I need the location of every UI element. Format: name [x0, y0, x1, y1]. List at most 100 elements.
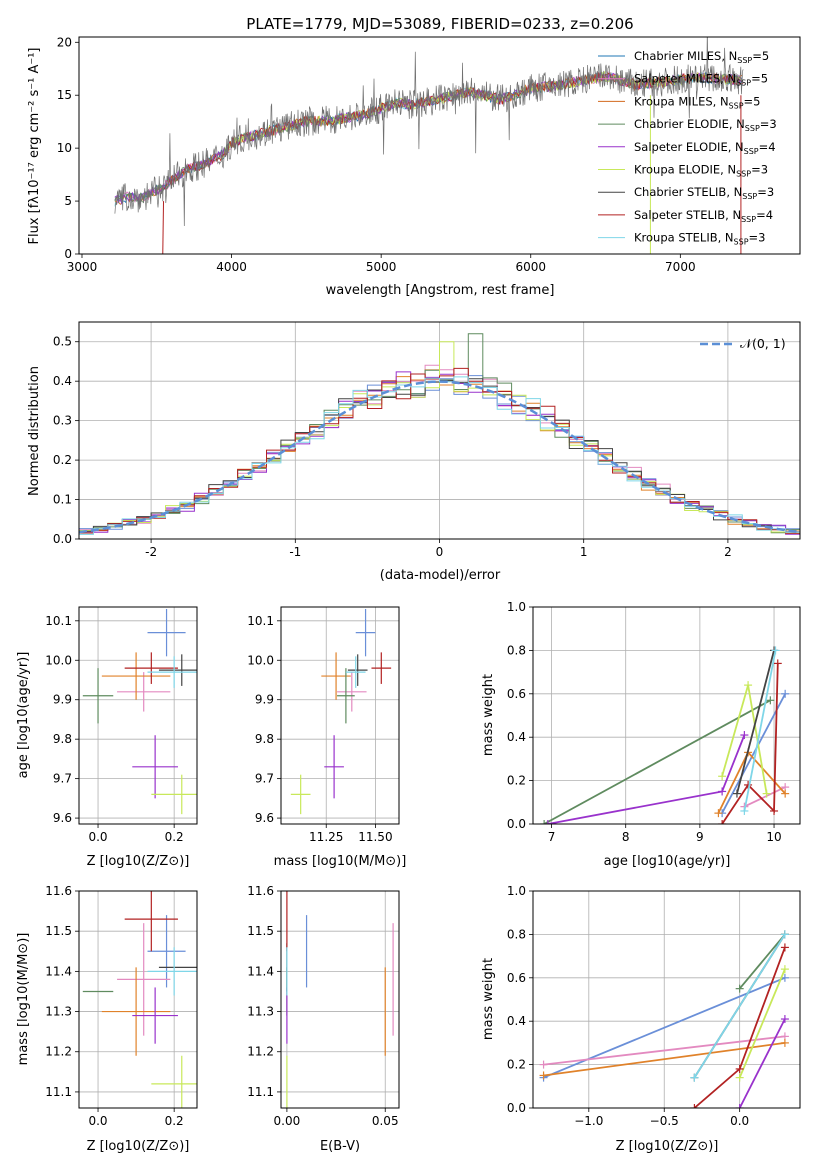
legend-rest: =5	[751, 72, 768, 86]
y-tick-label: 9.7	[53, 772, 72, 786]
y-tick-label: 11.1	[247, 1085, 274, 1099]
y-tick-label: 10.1	[45, 614, 72, 628]
legend-sub: SSP	[745, 124, 760, 133]
weight-line	[543, 1035, 786, 1066]
x-tick-label: 7000	[665, 260, 696, 274]
axes-frame	[78, 606, 198, 825]
mZ-ylabel: mass [log10(M/M⊙)]	[16, 933, 31, 1066]
wZ-ylabel: mass weight	[481, 958, 496, 1040]
weight-line	[543, 1042, 786, 1077]
legend-sub: SSP	[742, 192, 757, 201]
weight-line	[743, 650, 777, 812]
y-tick-label: 11.2	[247, 1045, 274, 1059]
y-tick-label: 0.2	[507, 1058, 526, 1072]
y-tick-label: 0.4	[507, 730, 526, 744]
y-tick-label: 9.6	[53, 811, 72, 825]
spectrum-series-6	[114, 37, 744, 227]
wAge-ylabel: mass weight	[481, 674, 496, 756]
weight-line	[738, 968, 786, 1078]
y-tick-label: 0.0	[507, 1101, 526, 1115]
x-tick-label: 6000	[515, 260, 546, 274]
plot-area	[539, 930, 789, 1108]
weight-line	[543, 699, 771, 824]
y-tick-label: 11.5	[45, 924, 72, 938]
legend-rest: =5	[744, 94, 761, 108]
legend-rest: =5	[752, 49, 769, 63]
legend-label: 𝒩(0, 1)	[740, 336, 786, 351]
x-tick-label: 4000	[216, 260, 247, 274]
axes-frame	[280, 606, 400, 825]
x-tick-label: 0.0	[88, 1114, 107, 1128]
mass-vs-extinction-plot: 0.00 0.05 11.1 11.2 11.3 11.4 11.5 11.6	[247, 884, 400, 1128]
axes-frame	[532, 606, 801, 825]
weight-vs-metallicity-plot: −1.0 −0.5 0.0 0.0 0.2 0.4 0.6 0.8 1.0	[507, 884, 801, 1128]
legend-rest: =4	[756, 208, 773, 222]
y-tick-label: 0.5	[53, 335, 72, 349]
y-tick-label: 11.3	[247, 1005, 274, 1019]
y-tick-label: 0.3	[53, 414, 72, 428]
y-tick-label: 11.1	[45, 1085, 72, 1099]
y-tick-label: 9.7	[255, 772, 274, 786]
y-tick-label: 10.0	[45, 653, 72, 667]
legend-label: Chabrier STELIB, NSSP=3	[634, 185, 774, 201]
residuals-xlabel: (data-model)/error	[380, 568, 501, 583]
weight-vs-age-plot: 7 8 9 10 0.0 0.2 0.4 0.6 0.8 1.0	[507, 600, 801, 844]
plot-area	[540, 646, 790, 824]
legend-label: Kroupa ELODIE, NSSP=3	[634, 163, 768, 179]
plot-area	[286, 891, 394, 1108]
mass-vs-metallicity-plot: 0.0 0.2 11.1 11.2 11.3 11.4 11.5 11.6	[45, 884, 198, 1128]
legend-rest: =3	[757, 185, 774, 199]
y-tick-label: 0.2	[507, 774, 526, 788]
mZ-xlabel: Z [log10(Z/Z⊙)]	[87, 1139, 190, 1154]
x-tick-label: -1	[289, 545, 301, 559]
y-tick-label: 9.8	[255, 732, 274, 746]
y-tick-label: 10	[57, 141, 72, 155]
normal-curve	[79, 380, 800, 534]
y-tick-label: 5	[64, 194, 72, 208]
spectrum-edge	[162, 201, 165, 254]
legend-sub: SSP	[737, 56, 752, 65]
y-tick-label: 11.2	[45, 1045, 72, 1059]
y-tick-label: 0.0	[53, 532, 72, 546]
mE-xlabel: E(B-V)	[320, 1139, 360, 1154]
x-tick-label: 10	[766, 830, 781, 844]
legend-label: Kroupa MILES, NSSP=5	[634, 94, 760, 110]
legend-rest: =3	[760, 117, 777, 131]
x-tick-label: −0.5	[650, 1114, 679, 1128]
weight-line	[739, 933, 786, 990]
x-tick-label: 0	[436, 545, 444, 559]
histogram-series	[79, 376, 800, 537]
legend-label: Salpeter STELIB, NSSP=4	[634, 208, 773, 224]
wAge-xlabel: age [log10(age/yr)]	[604, 854, 731, 869]
x-tick-label: 1	[580, 545, 588, 559]
plot-area	[290, 608, 392, 815]
y-tick-label: 10.0	[247, 653, 274, 667]
y-tick-label: 0.8	[507, 927, 526, 941]
axes-frame	[280, 890, 400, 1109]
x-tick-label: 0.0	[730, 1114, 749, 1128]
y-tick-label: 11.6	[45, 884, 72, 898]
x-tick-label: −1.0	[574, 1114, 603, 1128]
wZ-xlabel: Z [log10(Z/Z⊙)]	[616, 1139, 719, 1154]
legend-sub: SSP	[741, 215, 756, 224]
axes-frame	[532, 890, 801, 1109]
weight-line	[744, 786, 786, 808]
axes-frame	[78, 36, 801, 255]
weight-line	[721, 693, 786, 814]
age-vs-mass-plot: 11.25 11.50 9.6 9.7 9.8 9.9 10.0 10.1	[247, 606, 400, 844]
ageZ-xlabel: Z [log10(Z/Z⊙)]	[87, 854, 190, 869]
x-tick-label: 0.0	[88, 830, 107, 844]
y-tick-label: 11.5	[247, 924, 274, 938]
legend-label: Kroupa STELIB, NSSP=3	[634, 231, 765, 247]
x-tick-label: 0.2	[165, 1114, 184, 1128]
y-tick-label: 15	[57, 88, 72, 102]
y-tick-label: 1.0	[507, 600, 526, 614]
x-tick-label: 0.00	[274, 1114, 301, 1128]
x-tick-label: 11.25	[309, 830, 343, 844]
legend-sub: SSP	[734, 238, 749, 247]
legend-sub: SSP	[744, 147, 759, 156]
residuals-plot: -2 -1 0 1 2 0.0 0.1 0.2 0.3 0.4 0.5 𝒩(0, 1)	[53, 321, 801, 559]
legend-sub: SSP	[736, 79, 751, 88]
ageZ-ylabel: age [log10(age/yr)]	[16, 652, 31, 779]
